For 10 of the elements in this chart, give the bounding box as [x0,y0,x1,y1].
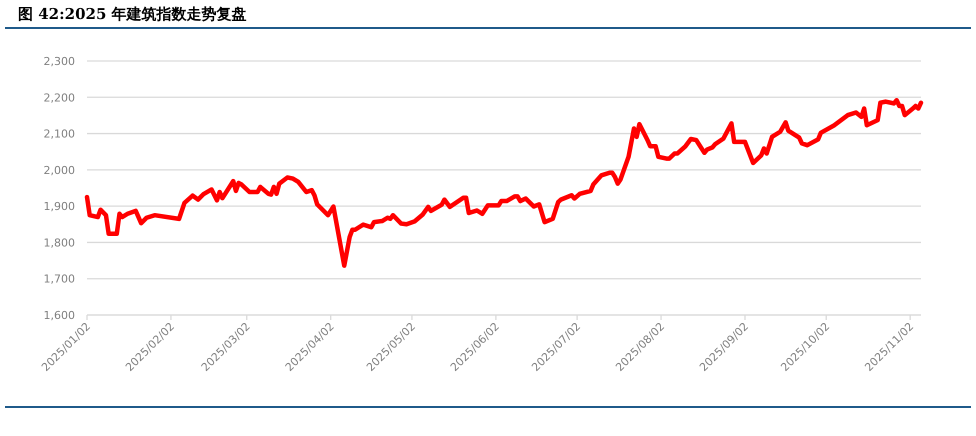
y-tick-label: 2,000 [44,164,75,177]
y-tick-label: 1,800 [44,236,75,250]
y-tick-label: 2,200 [44,91,75,104]
line-series [84,98,924,268]
chart-title: 图 42:2025 年建筑指数走势复盘 [18,5,247,23]
y-tick-label: 1,700 [44,272,75,286]
y-tick-label: 1,600 [44,309,75,322]
y-tick-label: 2,100 [44,128,75,141]
y-tick-label: 2,300 [44,55,75,68]
y-tick-label: 1,900 [44,200,75,214]
